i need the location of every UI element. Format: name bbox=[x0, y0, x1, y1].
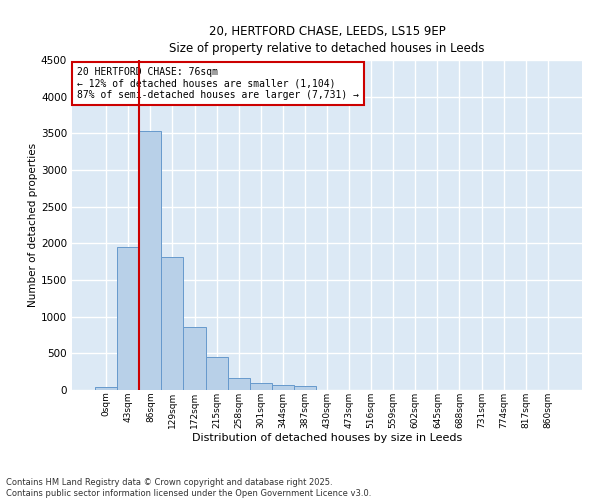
Bar bbox=[184, 327, 206, 390]
Bar bbox=[95, 387, 117, 390]
Title: 20, HERTFORD CHASE, LEEDS, LS15 9EP
Size of property relative to detached houses: 20, HERTFORD CHASE, LEEDS, LS15 9EP Size… bbox=[169, 24, 485, 54]
Text: Contains HM Land Registry data © Crown copyright and database right 2025.
Contai: Contains HM Land Registry data © Crown c… bbox=[6, 478, 371, 498]
Bar bbox=[161, 256, 184, 390]
X-axis label: Distribution of detached houses by size in Leeds: Distribution of detached houses by size … bbox=[192, 434, 462, 444]
Bar bbox=[206, 357, 227, 390]
Bar bbox=[227, 378, 250, 390]
Bar bbox=[139, 131, 161, 390]
Bar bbox=[117, 247, 139, 390]
Bar bbox=[272, 385, 294, 390]
Bar bbox=[250, 383, 272, 390]
Bar bbox=[294, 386, 316, 390]
Y-axis label: Number of detached properties: Number of detached properties bbox=[28, 143, 38, 307]
Text: 20 HERTFORD CHASE: 76sqm
← 12% of detached houses are smaller (1,104)
87% of sem: 20 HERTFORD CHASE: 76sqm ← 12% of detach… bbox=[77, 66, 359, 100]
